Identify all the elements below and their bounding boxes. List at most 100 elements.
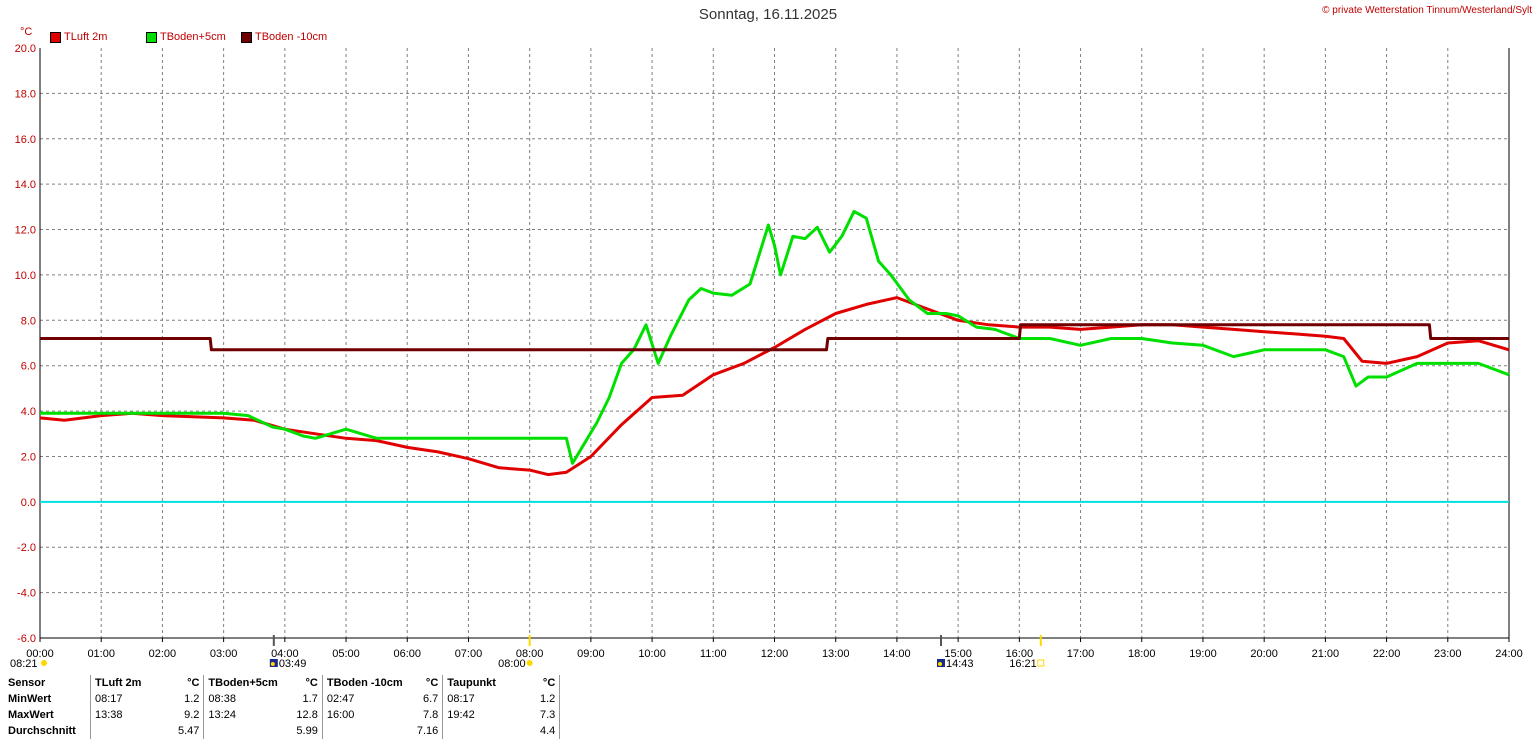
- x-tick-label: 23:00: [1434, 648, 1462, 660]
- stats-cell: 9.2: [184, 709, 200, 721]
- y-tick-label: 12.0: [15, 225, 36, 237]
- sun-icon: [41, 660, 47, 666]
- stats-row-label: Durchschnitt: [8, 725, 76, 737]
- stats-cell: 6.7: [422, 693, 439, 705]
- stats-cell: 1.7: [302, 693, 318, 705]
- stats-row-min: MinWert 08:17 1.2 08:38 1.7 02:47 6.7 08…: [4, 691, 569, 707]
- stats-cell: 16:00: [321, 707, 413, 723]
- stats-cell: [321, 723, 413, 739]
- stats-header-unit1: °C: [187, 677, 200, 689]
- stats-cell: 5.47: [178, 725, 200, 737]
- moon-icon-highlight: [937, 662, 942, 666]
- marker-label: 16:21: [1009, 658, 1037, 670]
- stats-cell: 08:17: [90, 691, 174, 707]
- marker-label: 14:43: [946, 658, 974, 670]
- x-tick-label: 03:00: [210, 648, 238, 660]
- stats-end-border: [559, 707, 569, 723]
- legend-swatch-tluft: [50, 31, 61, 43]
- y-tick-label: -6.0: [17, 633, 36, 645]
- moon-icon-highlight: [270, 662, 275, 666]
- y-tick-label: 4.0: [21, 406, 36, 418]
- stats-cell: 1.2: [539, 693, 556, 705]
- chart-title: Sonntag, 16.11.2025: [698, 6, 838, 23]
- stats-cell: 7.16: [416, 725, 439, 737]
- y-tick-label: 14.0: [15, 179, 36, 191]
- x-tick-label: 19:00: [1189, 648, 1217, 660]
- marker-label: 08:00: [498, 658, 526, 670]
- stats-cell: 1.2: [184, 693, 200, 705]
- stats-header-tboden5: TBoden+5cm: [203, 675, 293, 691]
- x-tick-label: 04:00: [271, 648, 299, 660]
- x-tick-label: 10:00: [638, 648, 666, 660]
- legend-label-tluft: TLuft 2m: [64, 31, 108, 43]
- legend-item-tboden10: TBoden -10cm: [241, 31, 341, 43]
- stats-cell: [90, 723, 174, 739]
- sunset-icon: [1037, 659, 1045, 667]
- y-tick-label: 6.0: [21, 361, 36, 373]
- x-tick-label: 11:00: [700, 648, 727, 660]
- x-tick-label: 09:00: [577, 648, 605, 660]
- stats-table: Sensor TLuft 2m °C TBoden+5cm °C TBoden …: [4, 675, 569, 739]
- stats-cell: 7.3: [539, 709, 556, 721]
- x-tick-label: 06:00: [393, 648, 421, 660]
- x-tick-label: 17:00: [1067, 648, 1095, 660]
- stats-header-row: Sensor TLuft 2m °C TBoden+5cm °C TBoden …: [4, 675, 569, 691]
- legend-swatch-tboden10: [241, 31, 252, 43]
- stats-header-unit2: °C: [305, 677, 318, 689]
- legend-label-tboden10: TBoden -10cm: [255, 31, 328, 43]
- y-axis-unit: °C: [20, 26, 33, 38]
- sun-icon: [526, 660, 533, 666]
- stats-cell: 12.8: [296, 709, 318, 721]
- legend-item-tluft: TLuft 2m: [50, 31, 146, 43]
- x-tick-label: 02:00: [149, 648, 177, 660]
- x-tick-label: 12:00: [761, 648, 789, 660]
- stats-header-tboden10: TBoden -10cm: [321, 675, 413, 691]
- y-tick-label: 20.0: [15, 43, 36, 55]
- series-line-2: [40, 323, 1509, 352]
- legend-label-tboden5: TBoden+5cm: [160, 31, 226, 43]
- stats-row-label: MinWert: [8, 693, 52, 705]
- series-line-1: [40, 209, 1510, 465]
- x-tick-label: 22:00: [1373, 648, 1401, 660]
- stats-end-border: [559, 675, 569, 691]
- marker-label: 03:49: [279, 658, 307, 670]
- chart-legend: TLuft 2m TBoden+5cm TBoden -10cm: [50, 31, 341, 43]
- stats-header-taupunkt: Taupunkt: [442, 675, 532, 691]
- x-tick-label: 15:00: [944, 648, 972, 660]
- stats-end-border: [559, 691, 569, 707]
- stats-cell: 08:38: [203, 691, 293, 707]
- copyright-text: © private Wetterstation Tinnum/Westerlan…: [1322, 5, 1532, 16]
- series-line-0: [39, 296, 1510, 477]
- stats-header-tluft: TLuft 2m: [90, 675, 174, 691]
- y-tick-label: 2.0: [21, 451, 36, 463]
- x-tick-label: 08:00: [516, 648, 544, 660]
- legend-swatch-tboden5: [146, 31, 157, 43]
- legend-item-tboden5: TBoden+5cm: [146, 31, 241, 43]
- x-tick-label: 21:00: [1312, 648, 1340, 660]
- x-tick-label: 24:00: [1495, 648, 1523, 660]
- y-tick-label: -4.0: [17, 588, 36, 600]
- x-tick-label: 18:00: [1128, 648, 1156, 660]
- x-tick-label: 00:00: [26, 648, 54, 660]
- y-tick-label: 0.0: [21, 497, 36, 509]
- stats-header-unit3: °C: [425, 677, 439, 689]
- stats-cell: 02:47: [321, 691, 413, 707]
- stats-cell: 4.4: [539, 725, 556, 737]
- stats-cell: 08:17: [442, 691, 532, 707]
- y-tick-label: -2.0: [17, 542, 36, 554]
- x-tick-label: 16:00: [1006, 648, 1034, 660]
- stats-cell: 13:38: [90, 707, 174, 723]
- stats-end-border: [559, 723, 569, 739]
- stats-cell: 5.99: [296, 725, 318, 737]
- y-tick-label: 18.0: [15, 88, 36, 100]
- y-tick-label: 10.0: [15, 270, 36, 282]
- marker-label: 08:21: [10, 658, 38, 670]
- stats-cell: 13:24: [203, 707, 293, 723]
- x-tick-label: 13:00: [822, 648, 850, 660]
- stats-row-max: MaxWert 13:38 9.2 13:24 12.8 16:00 7.8 1…: [4, 707, 569, 723]
- stats-row-avg: Durchschnitt 5.47 5.99 7.16 4.4: [4, 723, 569, 739]
- stats-header-unit4: °C: [542, 677, 556, 689]
- x-tick-label: 20:00: [1250, 648, 1278, 660]
- x-tick-label: 01:00: [87, 648, 115, 660]
